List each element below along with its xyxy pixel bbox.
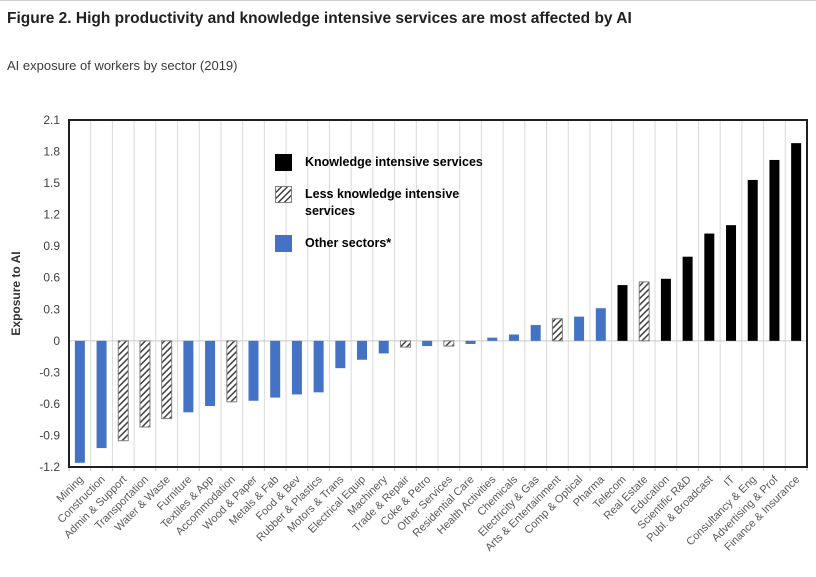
- bar-motors-trans: [335, 340, 346, 369]
- legend-item-other-sectors: Other sectors*: [275, 235, 505, 252]
- bar-arts-entertainment: [551, 318, 563, 342]
- plot-border: [68, 119, 808, 468]
- bar-finance-insurance: [791, 143, 802, 341]
- legend-swatch-blue-icon: [275, 235, 292, 252]
- bar-accommodation: [226, 340, 238, 403]
- figure-title: Figure 2. High productivity and knowledg…: [7, 10, 632, 27]
- bar-pharma: [595, 308, 606, 341]
- y-axis-title-text: Exposure to AI: [9, 251, 23, 335]
- bar-residential-care: [465, 340, 476, 344]
- bar-other-services: [443, 340, 455, 347]
- y-tick-label: -0.3: [39, 365, 60, 379]
- x-category-label: IT: [722, 473, 738, 489]
- bar-telecom: [617, 285, 628, 341]
- bars: [74, 143, 802, 463]
- bar-water-waste: [161, 340, 173, 420]
- bar-education: [660, 278, 671, 341]
- bar-textiles-app: [205, 340, 216, 407]
- bar-electricity-gas: [530, 325, 541, 341]
- bar-furniture: [183, 340, 194, 413]
- bar-consultancy-eng: [747, 179, 758, 341]
- bar-metals-fab: [270, 340, 281, 398]
- bar-chemicals: [508, 334, 519, 341]
- y-tick-label: 0.6: [43, 271, 60, 285]
- y-tick-label: 1.2: [43, 208, 60, 222]
- bar-wood-paper: [248, 340, 259, 401]
- figure-subtitle: AI exposure of workers by sector (2019): [7, 58, 238, 73]
- bar-real-estate: [638, 281, 650, 342]
- y-tick-label: 1.5: [43, 176, 60, 190]
- bar-publ-broadcast: [704, 233, 715, 341]
- legend-swatch-hatched-icon: [275, 186, 292, 203]
- legend-swatch-black-icon: [275, 154, 292, 171]
- bar-mining: [74, 340, 85, 463]
- y-tick-label: 1.8: [43, 145, 60, 159]
- bar-scientific-r-d: [682, 256, 693, 341]
- bar-advertising-prof: [769, 159, 780, 341]
- legend-label: Knowledge intensive services: [305, 155, 483, 169]
- bar-machinery: [378, 340, 389, 354]
- bar-admin-support: [117, 340, 129, 442]
- bar-it: [726, 225, 737, 341]
- y-tick-label: -1.2: [39, 460, 60, 474]
- bar-electrical-equip: [357, 340, 368, 360]
- legend-item-less-knowledge-intensive: Less knowledge intensive services: [275, 186, 505, 220]
- bar-transportation: [139, 340, 151, 428]
- bar-construction: [96, 340, 107, 449]
- bar-comp-optical: [574, 316, 585, 341]
- y-tick-label: -0.6: [39, 397, 60, 411]
- legend-label: Less knowledge intensive services: [305, 187, 460, 218]
- plot-area-border: [68, 119, 808, 468]
- y-axis-title: Exposure to AI: [9, 251, 23, 335]
- y-tick-label: -0.9: [39, 428, 60, 442]
- y-axis-tick-labels: 2.1 1.8 1.5 1.2 0.9 0.6 0.3 0 -0.3 -0.6 -0.9 -1.2: [39, 113, 60, 474]
- bar-food-bev: [291, 340, 302, 395]
- y-tick-label: 0.9: [43, 239, 60, 253]
- bar-trade-repair: [399, 340, 411, 348]
- bar-rubber-plastics: [313, 340, 324, 393]
- y-tick-label: 0: [53, 334, 60, 348]
- legend-item-knowledge-intensive: Knowledge intensive services: [275, 154, 505, 171]
- legend-label: Other sectors*: [305, 236, 392, 250]
- gridlines: [90, 120, 786, 467]
- y-tick-label: 0.3: [43, 302, 60, 316]
- y-tick-label: 2.1: [43, 113, 60, 127]
- bar-coke-petro: [422, 340, 433, 347]
- bar-health-activities: [487, 337, 498, 341]
- chart-legend: Knowledge intensive services Less knowle…: [275, 154, 505, 267]
